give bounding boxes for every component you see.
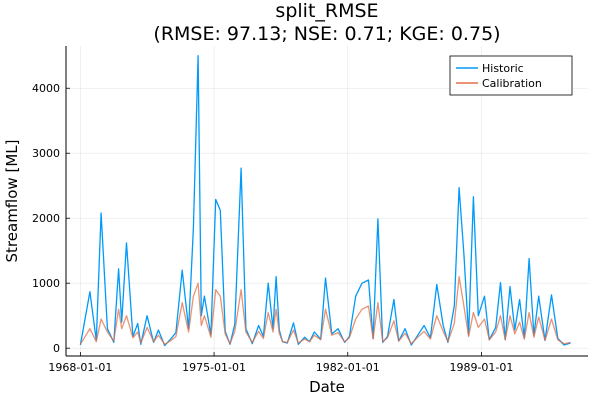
y-tick-label: 4000 xyxy=(32,82,60,95)
chart-title-line1: split_RMSE xyxy=(275,0,378,22)
axes xyxy=(65,46,588,357)
legend-box xyxy=(449,55,573,96)
legend-label-calibration: Calibration xyxy=(482,77,542,90)
y-tick-label: 1000 xyxy=(32,277,60,290)
y-tick-label: 0 xyxy=(53,342,60,355)
series-layer xyxy=(79,55,571,347)
x-tick-label: 1989-01-01 xyxy=(449,361,513,374)
legend: Historic Calibration xyxy=(449,55,573,96)
legend-label-historic: Historic xyxy=(482,62,524,75)
series-line-calibration xyxy=(79,276,571,345)
x-axis-label: Date xyxy=(309,378,345,396)
tick-marks xyxy=(66,87,482,356)
y-tick-label: 3000 xyxy=(32,147,60,160)
grid-lines xyxy=(66,46,588,356)
series-line-historic xyxy=(79,55,571,347)
tick-labels: 0 1000 2000 3000 4000 1968-01-01 1975-01-01 198… xyxy=(32,82,513,374)
x-tick-label: 1982-01-01 xyxy=(316,361,380,374)
chart-title-line2: (RMSE: 97.13; NSE: 0.71; KGE: 0.75) xyxy=(153,23,500,45)
y-tick-label: 2000 xyxy=(32,212,60,225)
x-tick-label: 1975-01-01 xyxy=(182,361,246,374)
y-axis-label: Streamflow [ML] xyxy=(3,140,21,263)
x-tick-label: 1968-01-01 xyxy=(48,361,112,374)
